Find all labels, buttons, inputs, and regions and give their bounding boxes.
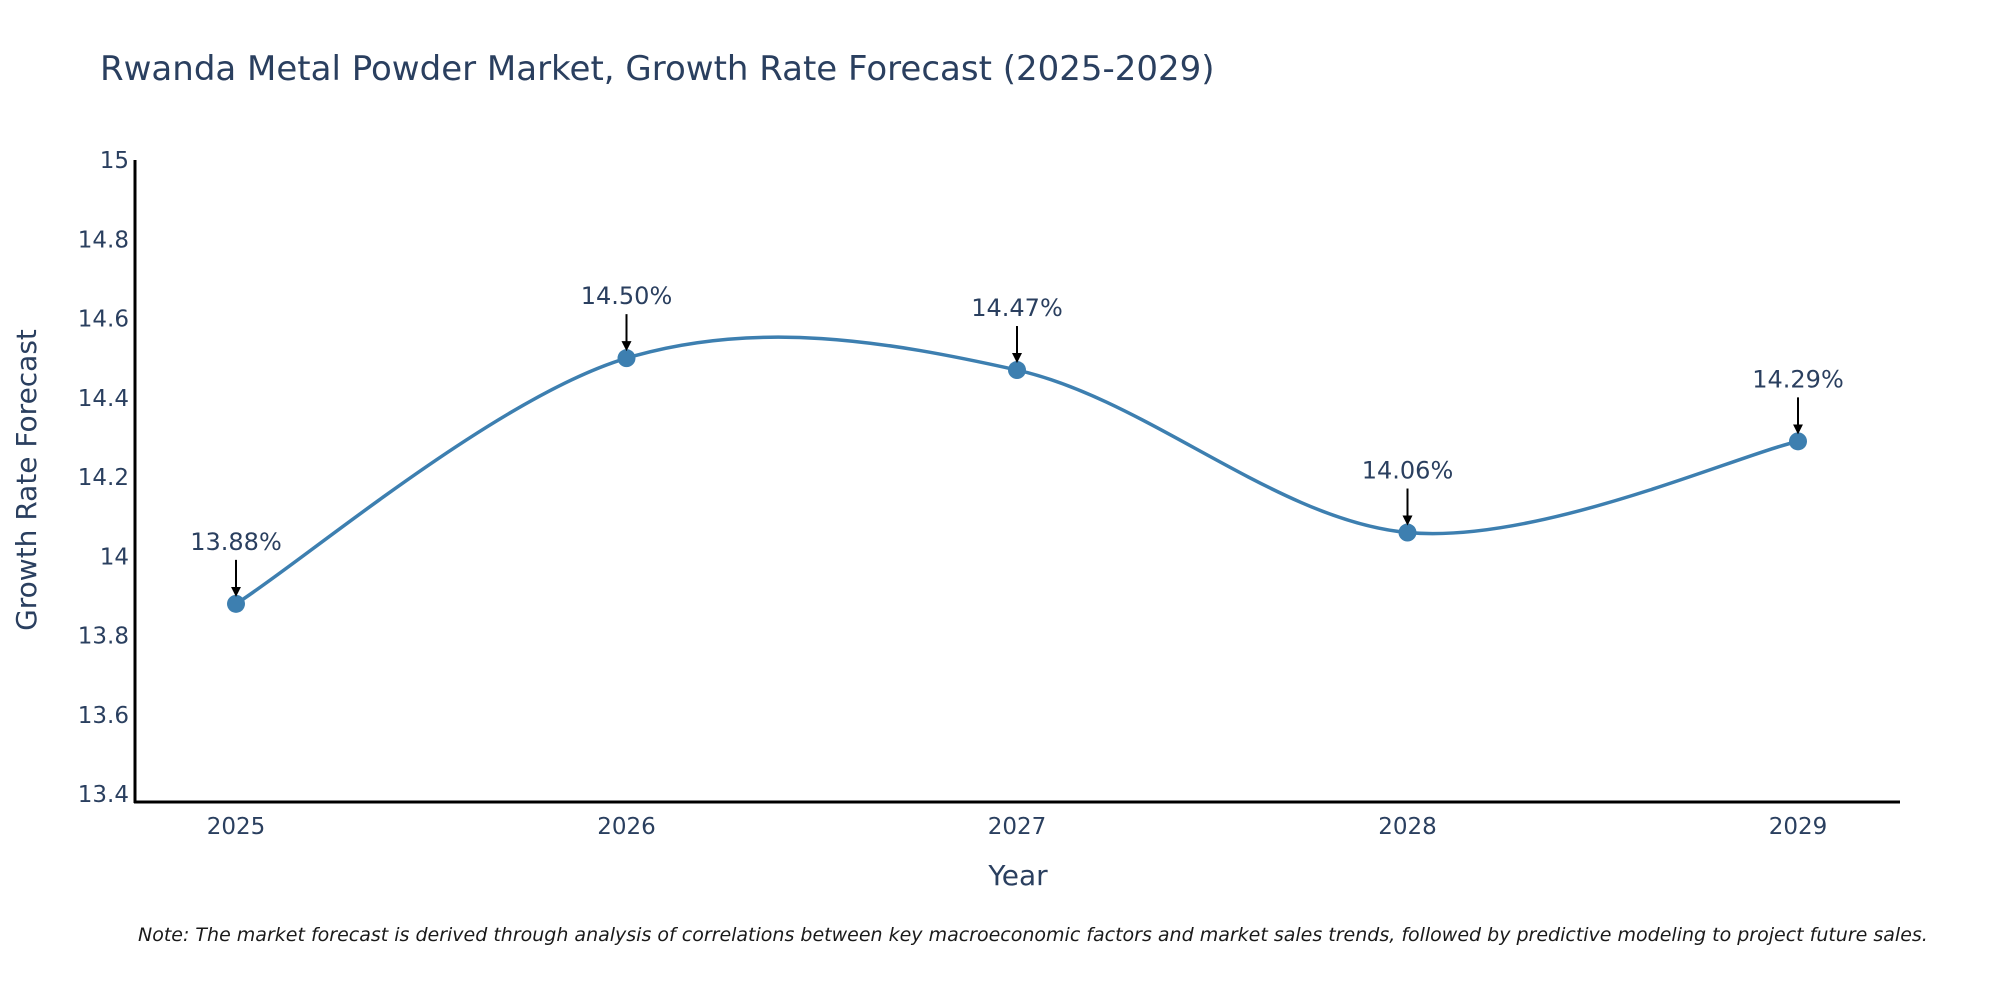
x-tick-label: 2027	[988, 814, 1047, 840]
y-tick-label: 14	[100, 544, 129, 570]
data-label: 14.29%	[1752, 365, 1844, 393]
data-point	[227, 594, 245, 613]
y-tick-label: 14.6	[78, 307, 129, 333]
data-label: 13.88%	[190, 528, 282, 556]
plot-area: 13.4 13.6 13.8 14 14.2 14.4 14.6 14.8 15 2025 2026…	[78, 148, 1900, 840]
y-tick-label: 15	[100, 148, 129, 174]
data-point	[1398, 523, 1417, 542]
data-label: 14.47%	[971, 294, 1063, 322]
data-point	[1789, 432, 1807, 451]
chart-title: Rwanda Metal Powder Market, Growth Rate …	[100, 49, 1215, 89]
data-point	[1008, 361, 1026, 380]
y-tick-label: 14.8	[78, 227, 129, 253]
data-label: 14.50%	[581, 282, 673, 310]
x-tick-label: 2028	[1378, 814, 1437, 840]
footnote: Note: The market forecast is derived thr…	[138, 924, 1928, 946]
data-point	[617, 349, 636, 368]
y-tick-label: 13.8	[78, 624, 129, 650]
x-axis-title: Year	[987, 859, 1048, 892]
y-tick-label: 13.6	[78, 703, 129, 729]
data-label: 14.06%	[1362, 457, 1454, 485]
x-tick-label: 2029	[1769, 814, 1828, 840]
x-tick-label: 2025	[207, 814, 266, 840]
y-axis-title: Growth Rate Forecast	[10, 329, 43, 631]
x-tick-label: 2026	[597, 814, 656, 840]
y-tick-label: 14.4	[78, 386, 129, 412]
y-tick-label: 14.2	[78, 465, 129, 491]
y-tick-label: 13.4	[78, 782, 129, 808]
